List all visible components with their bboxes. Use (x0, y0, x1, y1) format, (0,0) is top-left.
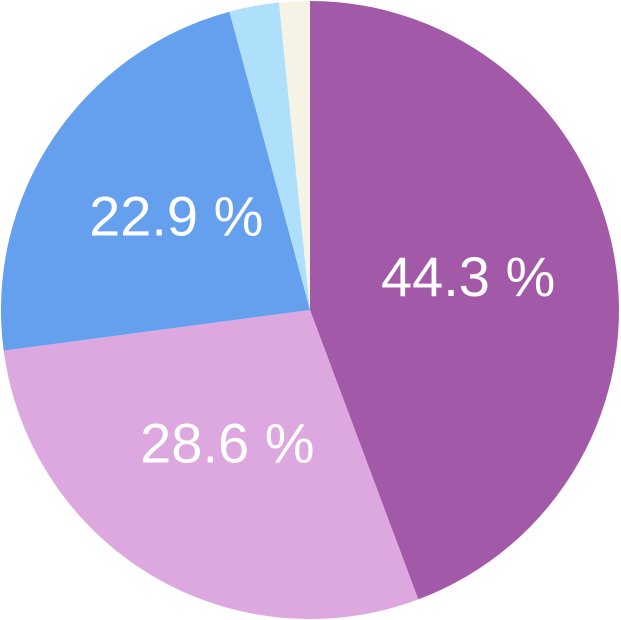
pie-slice (3, 310, 419, 619)
data-label: 22.9 % (89, 185, 263, 248)
pie-slice (278, 1, 310, 310)
data-label: 28.6 % (140, 412, 314, 475)
data-label: 44.3 % (381, 245, 555, 308)
pie-slice (1, 11, 311, 351)
pie-slice (310, 1, 619, 600)
pie-slice (229, 2, 310, 310)
